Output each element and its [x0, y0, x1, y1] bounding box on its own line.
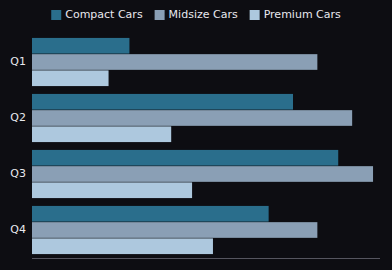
- legend-swatch: [155, 10, 165, 20]
- bar: [32, 222, 317, 238]
- bar: [32, 54, 317, 70]
- bar: [32, 110, 352, 126]
- y-tick-label: Q1: [10, 55, 26, 68]
- bar: [32, 38, 129, 54]
- legend-swatch: [51, 10, 61, 20]
- bar: [32, 182, 192, 198]
- bar: [32, 206, 269, 222]
- legend: Compact Cars Midsize Cars Premium Cars: [51, 8, 341, 21]
- legend-label: Midsize Cars: [169, 8, 238, 21]
- bar: [32, 126, 171, 142]
- chart: Q1 Q2 Q3 Q4 Compact Cars Midsize Cars Premium …: [0, 0, 392, 270]
- x-axis-line: [32, 258, 380, 259]
- legend-swatch: [250, 10, 260, 20]
- bar: [32, 166, 373, 182]
- y-tick-label: Q4: [10, 223, 26, 236]
- bar: [32, 70, 109, 86]
- bar: [32, 94, 293, 110]
- chart-container: Q1 Q2 Q3 Q4 Compact Cars Midsize Cars Premium …: [0, 0, 392, 270]
- legend-label: Premium Cars: [264, 8, 341, 21]
- bar: [32, 238, 213, 254]
- y-tick-label: Q2: [10, 111, 26, 124]
- bar: [32, 150, 338, 166]
- y-tick-label: Q3: [10, 167, 26, 180]
- legend-label: Compact Cars: [65, 8, 143, 21]
- bars: [32, 38, 373, 254]
